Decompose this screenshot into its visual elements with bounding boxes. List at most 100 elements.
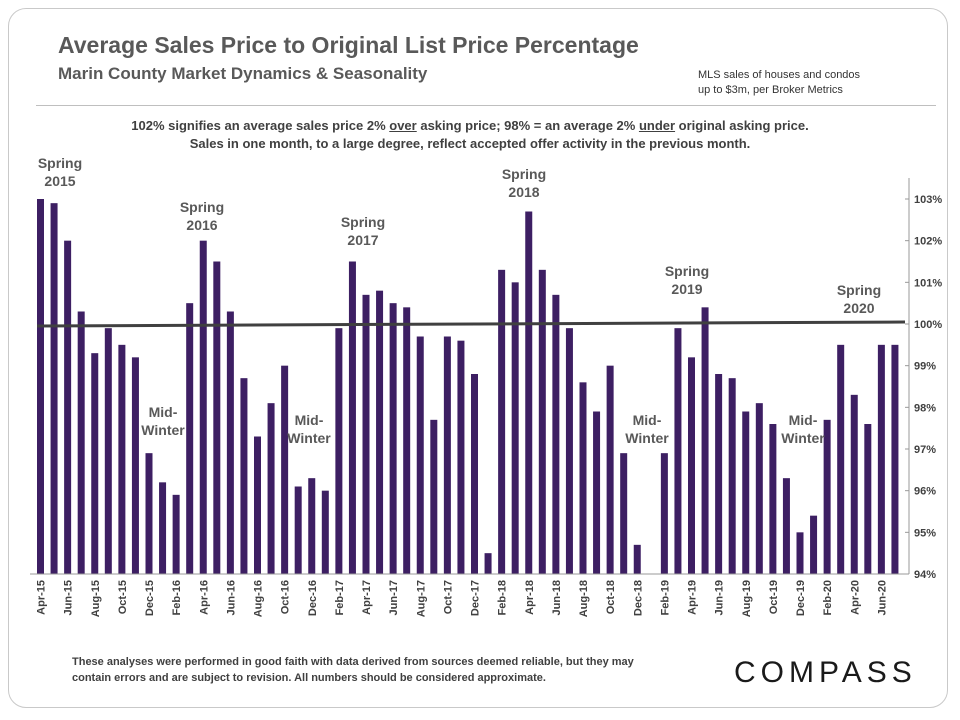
bar-may-17 [376, 290, 384, 574]
annotation-line-2: Winter [141, 422, 185, 438]
bar-feb-17 [335, 328, 343, 574]
bar-feb-18 [498, 269, 506, 574]
bar-may-16 [213, 261, 221, 574]
y-tick-label: 96% [914, 486, 936, 498]
bar-mar-19 [674, 328, 682, 574]
x-tick-label: Apr-15 [36, 580, 48, 615]
bar-apr-19 [688, 357, 695, 574]
x-tick-label: Apr-18 [524, 580, 536, 615]
y-tick-label: 95% [914, 527, 936, 539]
bar-sep-15 [104, 328, 112, 574]
bar-jun-20 [877, 344, 885, 574]
note-under: under [638, 118, 676, 133]
explanation-note: 102% signifies an average sales price 2%… [120, 117, 820, 153]
bar-sep-17 [430, 419, 438, 574]
bar-nov-19 [782, 478, 790, 574]
reference-line-100 [36, 320, 906, 328]
bar-dec-15 [145, 453, 153, 574]
x-tick-label: Dec-19 [795, 580, 807, 616]
bar-sep-16 [267, 403, 275, 574]
disclaimer: These analyses were performed in good fa… [72, 656, 634, 684]
annotation-line-2: 2015 [44, 173, 75, 189]
x-tick-label: Aug-16 [253, 580, 265, 617]
bar-may-18 [538, 269, 546, 574]
bar-apr-20 [850, 394, 858, 574]
annotation-line-1: Spring [665, 263, 709, 279]
x-tick-label: Oct-17 [442, 580, 454, 614]
x-tick-label: Oct-18 [605, 580, 617, 614]
bar-feb-20 [823, 419, 831, 574]
x-tick-label: Jun-20 [876, 580, 888, 615]
bar-jan-20 [810, 515, 818, 574]
x-tick-label: Apr-16 [198, 580, 210, 615]
y-tick-label: 99% [914, 361, 936, 373]
bar-mar-17 [348, 261, 356, 574]
header-divider [36, 105, 936, 106]
bar-apr-18 [525, 211, 533, 574]
x-tick-label: Feb-20 [822, 580, 834, 615]
bar-jul-15 [77, 311, 85, 574]
bar-dec-17 [471, 374, 478, 574]
y-tick-label: 98% [914, 402, 936, 414]
bar-dec-16 [308, 478, 316, 574]
note-part-2: asking price; 98% = an average 2% [416, 118, 639, 133]
x-tick-label: Aug-19 [741, 580, 753, 617]
bar-jan-17 [321, 490, 329, 574]
annotation-line-2: 2017 [347, 232, 378, 248]
bar-oct-15 [118, 344, 126, 574]
bar-aug-15 [91, 353, 99, 574]
bar-sep-18 [593, 411, 601, 574]
x-tick-label: Jun-18 [551, 580, 563, 615]
annotation-line-2: Winter [781, 430, 825, 446]
y-tick-label: 103% [914, 194, 942, 206]
bar-jul-19 [728, 378, 736, 574]
bar-nov-18 [620, 453, 628, 574]
x-tick-label: Jun-17 [388, 580, 400, 615]
annotation-line-1: Mid- [633, 412, 662, 428]
bar-apr-17 [362, 294, 370, 574]
bar-jan-18 [484, 553, 492, 574]
annotation-line-1: Spring [502, 166, 546, 182]
bar-jun-17 [389, 303, 397, 574]
y-tick-label: 94% [914, 569, 936, 581]
annotation-line-2: 2020 [843, 300, 874, 316]
note-over: over [389, 118, 417, 133]
bar-sep-19 [755, 403, 763, 574]
y-tick-label: 97% [914, 444, 936, 456]
bar-may-19 [701, 307, 709, 574]
annotation-line-2: Winter [287, 430, 331, 446]
bar-jun-15 [64, 240, 72, 574]
bar-jun-16 [226, 311, 234, 574]
bar-dec-19 [796, 532, 804, 574]
bar-jun-19 [715, 374, 723, 574]
bar-oct-18 [606, 365, 614, 574]
x-tick-label: Feb-17 [334, 580, 346, 615]
bar-aug-16 [254, 436, 261, 574]
bar-jul-16 [240, 378, 248, 574]
bar-oct-17 [443, 336, 451, 574]
bar-mar-16 [186, 303, 194, 574]
bar-jul-17 [403, 307, 411, 574]
x-tick-label: Oct-15 [117, 580, 129, 614]
bar-oct-16 [281, 365, 289, 574]
x-tick-label: Aug-15 [90, 580, 102, 617]
bar-jan-16 [159, 482, 167, 574]
bar-jul-20 [891, 344, 899, 574]
bar-aug-17 [416, 336, 424, 574]
x-tick-label: Dec-16 [307, 580, 319, 616]
bar-dec-18 [633, 544, 641, 574]
source-note-line-1: MLS sales of houses and condos [698, 69, 861, 81]
annotation-line-2: 2019 [671, 281, 702, 297]
annotation-line-1: Spring [341, 214, 385, 230]
x-tick-label: Oct-16 [280, 580, 292, 614]
x-tick-label: Dec-17 [470, 580, 482, 616]
compass-logo: COMPASS [734, 656, 917, 689]
y-tick-label: 101% [914, 277, 942, 289]
x-tick-label: Feb-16 [171, 580, 183, 615]
annotation-line-1: Spring [837, 282, 881, 298]
annotation-line-1: Spring [180, 199, 224, 215]
source-note-line-2: up to $3m, per Broker Metrics [698, 84, 843, 96]
chart-card [8, 8, 948, 708]
x-tick-label: Feb-19 [659, 580, 671, 615]
source-note: MLS sales of houses and condos up to $3m… [698, 68, 860, 98]
